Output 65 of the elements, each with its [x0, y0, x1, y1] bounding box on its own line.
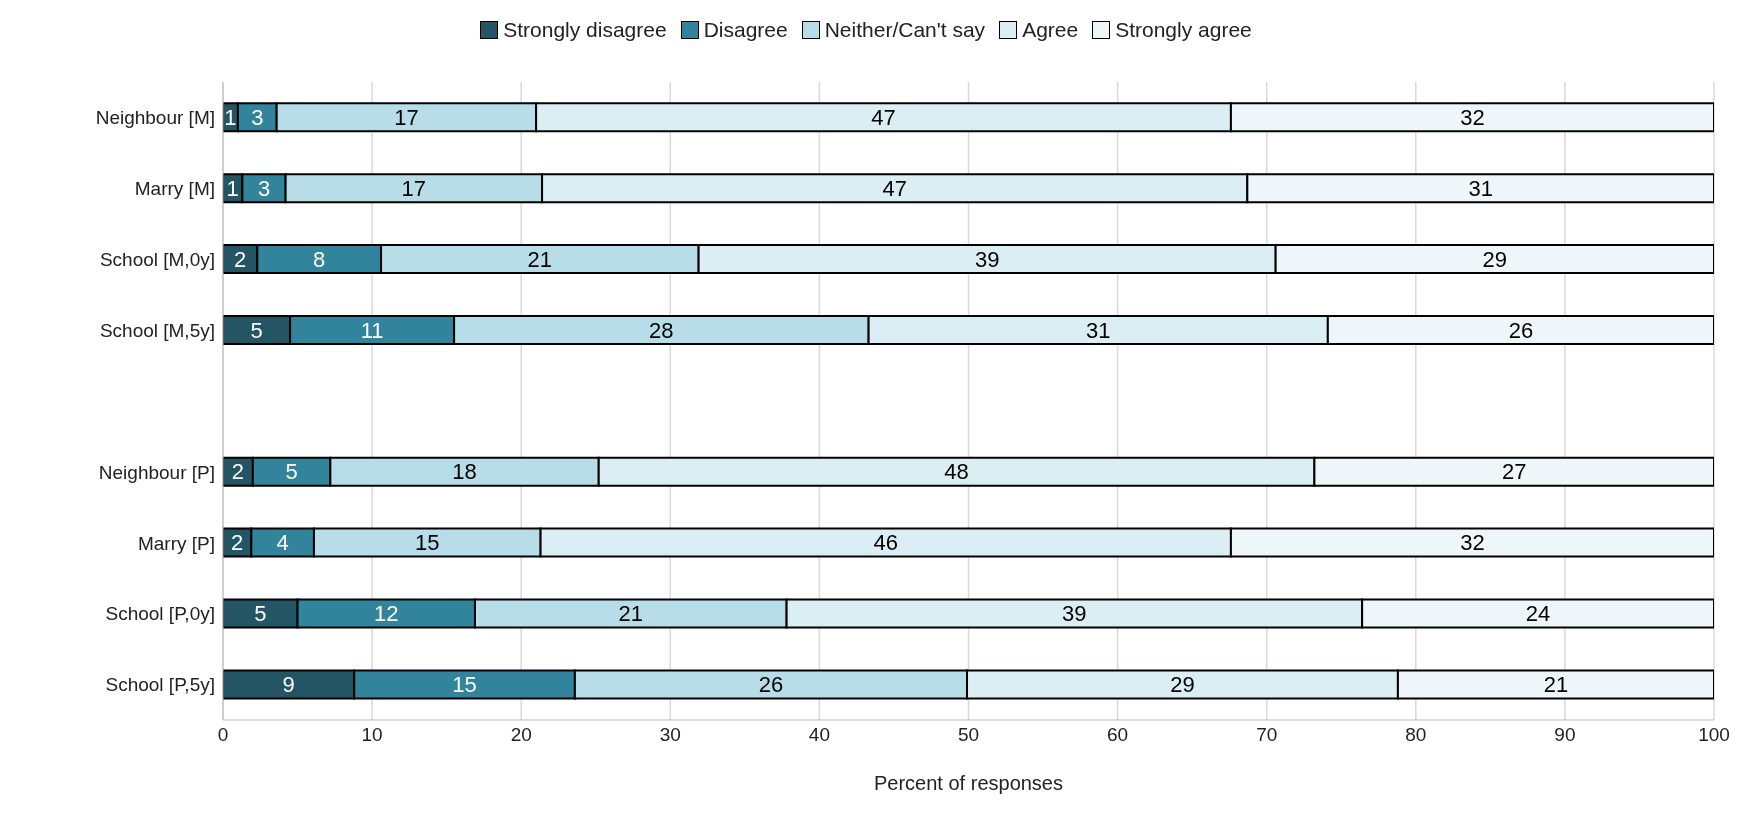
- data-label: 1: [224, 104, 237, 130]
- data-label: 21: [527, 246, 553, 272]
- x-axis-title: Percent of responses: [874, 772, 1063, 794]
- data-label: 5: [250, 317, 263, 343]
- x-tick-label: 60: [1107, 724, 1129, 746]
- data-label: 2: [231, 530, 244, 556]
- data-label: 21: [1543, 672, 1569, 698]
- legend-label: Strongly disagree: [503, 18, 667, 42]
- x-tick-label: 80: [1405, 724, 1427, 746]
- x-tick-label: 90: [1554, 724, 1576, 746]
- y-tick-label: Neighbour [M]: [95, 107, 215, 129]
- legend-label: Strongly agree: [1115, 18, 1252, 42]
- y-tick-label: Marry [P]: [137, 532, 215, 554]
- data-label: 31: [1468, 175, 1493, 201]
- data-label: 15: [415, 530, 440, 556]
- data-label: 32: [1460, 530, 1485, 556]
- data-label: 31: [1085, 317, 1111, 343]
- data-label: 39: [1062, 601, 1087, 627]
- data-label: 11: [360, 317, 384, 343]
- data-label: 26: [758, 672, 784, 698]
- data-label: 9: [282, 672, 295, 698]
- y-tick-label: Neighbour [P]: [98, 461, 215, 483]
- data-label: 47: [871, 104, 896, 130]
- y-tick-label: School [P,5y]: [105, 674, 215, 696]
- data-label: 28: [649, 317, 674, 343]
- x-tick-label: 70: [1256, 724, 1278, 746]
- x-tick-label: 40: [808, 724, 830, 746]
- data-label: 29: [1482, 246, 1508, 272]
- data-label: 17: [401, 175, 427, 201]
- data-label: 27: [1501, 459, 1527, 485]
- y-tick-label: Marry [M]: [134, 178, 215, 200]
- data-label: 5: [254, 601, 267, 627]
- data-label: 3: [251, 104, 264, 130]
- data-label: 46: [873, 530, 898, 556]
- data-label: 2: [231, 459, 245, 485]
- data-label: 29: [1170, 672, 1195, 698]
- x-tick-label: 10: [361, 724, 383, 746]
- data-label: 1: [226, 175, 239, 201]
- data-label: 48: [944, 459, 969, 485]
- data-label: 18: [452, 459, 477, 485]
- data-label: 24: [1525, 601, 1551, 627]
- data-label: 15: [452, 672, 477, 698]
- data-label: 8: [313, 246, 326, 272]
- x-tick-label: 100: [1698, 724, 1730, 746]
- legend-label: Disagree: [703, 18, 788, 42]
- x-tick-label: 20: [510, 724, 532, 746]
- y-tick-label: School [M,0y]: [99, 248, 215, 270]
- x-tick-label: 50: [957, 724, 980, 746]
- data-label: 39: [974, 246, 1000, 272]
- data-label: 5: [285, 459, 298, 485]
- y-tick-label: School [P,0y]: [105, 603, 215, 625]
- legend-label: Neither/Can't say: [824, 18, 986, 42]
- x-tick-label: 0: [217, 724, 229, 746]
- data-label: 17: [394, 104, 419, 130]
- data-label: 3: [257, 175, 271, 201]
- legend-label: Agree: [1022, 18, 1079, 42]
- x-tick-label: 30: [659, 724, 681, 746]
- data-label: 47: [882, 175, 907, 201]
- data-label: 32: [1460, 104, 1485, 130]
- data-label: 26: [1508, 317, 1534, 343]
- data-label: 12: [374, 601, 399, 627]
- data-label: 21: [618, 601, 644, 627]
- y-tick-label: School [M,5y]: [99, 319, 215, 341]
- data-label: 2: [234, 246, 247, 272]
- data-label: 4: [276, 530, 289, 556]
